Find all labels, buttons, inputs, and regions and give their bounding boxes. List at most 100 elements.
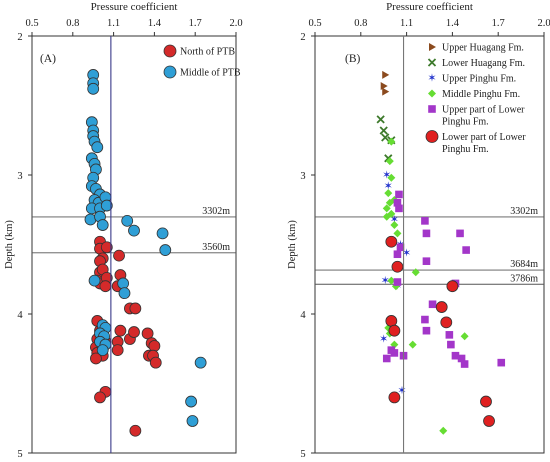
- data-point: [128, 326, 140, 338]
- y-tick-label: 3: [17, 171, 22, 182]
- data-point: [462, 246, 470, 254]
- data-point: [445, 331, 454, 339]
- data-point: [393, 229, 402, 238]
- x-tick-label: 0.5: [25, 18, 38, 29]
- data-point: [391, 260, 404, 273]
- panel-b: Pressure coefficient 0.5 0.8 1.1 1.4 1.7 2.0 2 3…: [287, 1, 550, 460]
- data-point: [114, 324, 127, 337]
- data-point: [396, 243, 405, 252]
- legend-marker: [163, 44, 177, 58]
- legend-label: Upper part of Lower Pinghu Fm.: [442, 105, 525, 128]
- data-point: ✶: [402, 247, 411, 259]
- panel-label: (A): [40, 53, 56, 65]
- legend-label: North of PTB: [180, 47, 235, 58]
- x-tick-label: 0.8: [354, 18, 367, 29]
- x-tick-label: 1.1: [107, 18, 120, 29]
- plot-frame: [314, 35, 545, 454]
- x-tick-label: 2.0: [229, 18, 242, 29]
- data-point: [100, 199, 113, 212]
- data-point: [390, 349, 399, 357]
- legend-label: Middle of PTB: [180, 68, 241, 79]
- data-point: [422, 326, 431, 335]
- data-point: [460, 360, 469, 368]
- data-point: [387, 276, 396, 285]
- data-point: [408, 340, 417, 349]
- data-point: [384, 189, 393, 198]
- x-tick-label: 1.4: [446, 18, 460, 29]
- data-point: [376, 115, 385, 124]
- data-point: [385, 315, 398, 327]
- data-point: [387, 173, 396, 182]
- data-point: [194, 356, 207, 369]
- data-point: [128, 224, 140, 237]
- depth-line-label: 3302m: [510, 206, 538, 217]
- y-tick-label: 4: [300, 310, 306, 321]
- y-tick-label: 2: [300, 32, 305, 43]
- data-point: [87, 82, 100, 95]
- data-point: [100, 241, 113, 254]
- legend-marker: [425, 130, 439, 143]
- data-point: [129, 302, 142, 315]
- data-point: [96, 344, 109, 357]
- data-point: [395, 204, 403, 213]
- data-point: [460, 332, 469, 341]
- depth-line-label: 3684m: [510, 259, 538, 270]
- y-tick-label: 3: [300, 171, 305, 182]
- x-axis-title: Pressure coefficient: [91, 1, 178, 13]
- data-point: [129, 424, 142, 437]
- legend-label: Upper Huagang Fm.: [442, 43, 524, 54]
- data-point: [379, 126, 388, 135]
- data-point: [385, 235, 398, 248]
- data-point: [382, 212, 391, 221]
- legend-label: Lower part of Lower Pinghu Fm.: [442, 132, 526, 155]
- data-point: [497, 358, 506, 367]
- data-point: [483, 415, 495, 427]
- y-axis-title: Depth (km): [287, 220, 298, 269]
- data-point: [382, 87, 390, 96]
- data-point: ✶: [381, 275, 390, 287]
- data-point: [435, 301, 448, 313]
- y-tick-label: 2: [17, 32, 22, 43]
- data-point: [148, 340, 161, 352]
- legend-label: Lower Huagang Fm.: [442, 58, 525, 69]
- data-point: [440, 316, 453, 329]
- x-axis-title: Pressure coefficient: [386, 1, 473, 13]
- x-tick-label: 0.8: [66, 18, 79, 29]
- legend-label: Middle Pinghu Fm.: [442, 89, 520, 100]
- legend-marker: [428, 89, 436, 98]
- data-point: [382, 70, 390, 79]
- data-point: [395, 190, 403, 199]
- data-point: [421, 315, 429, 324]
- data-point: ✶: [382, 170, 391, 182]
- legend-marker: [427, 58, 437, 67]
- data-point: [185, 395, 198, 408]
- data-point: [451, 351, 460, 360]
- data-point: [111, 344, 124, 357]
- data-point: [388, 391, 401, 404]
- series-middle-of-ptb: [84, 69, 207, 427]
- data-point: ✶: [379, 334, 388, 346]
- data-point: [117, 277, 130, 290]
- data-point: [428, 300, 437, 309]
- x-tick-label: 1.1: [400, 18, 413, 29]
- data-point: [457, 354, 466, 363]
- data-point: [118, 287, 131, 300]
- y-axis-title: Depth (km): [4, 220, 15, 269]
- data-point: [113, 249, 125, 262]
- data-point: [156, 227, 169, 240]
- data-point: [91, 141, 104, 154]
- data-point: [186, 415, 199, 427]
- legend-label: Upper Pinghu Fm.: [442, 74, 516, 85]
- data-point: ✶: [384, 181, 393, 193]
- data-point: [99, 280, 112, 293]
- panel-a: Pressure coefficient 0.5 0.8 1.1 1.4 1.7 2.0 2 3…: [4, 1, 243, 460]
- legend-marker: [163, 65, 177, 79]
- x-tick-label: 2.0: [537, 18, 550, 29]
- data-point: [159, 244, 172, 256]
- series-upper-huagang-fm-: [380, 70, 390, 96]
- depth-line-label: 3302m: [202, 206, 230, 217]
- data-point: [422, 257, 431, 265]
- data-point: [393, 199, 402, 207]
- x-tick-label: 1.7: [492, 18, 505, 29]
